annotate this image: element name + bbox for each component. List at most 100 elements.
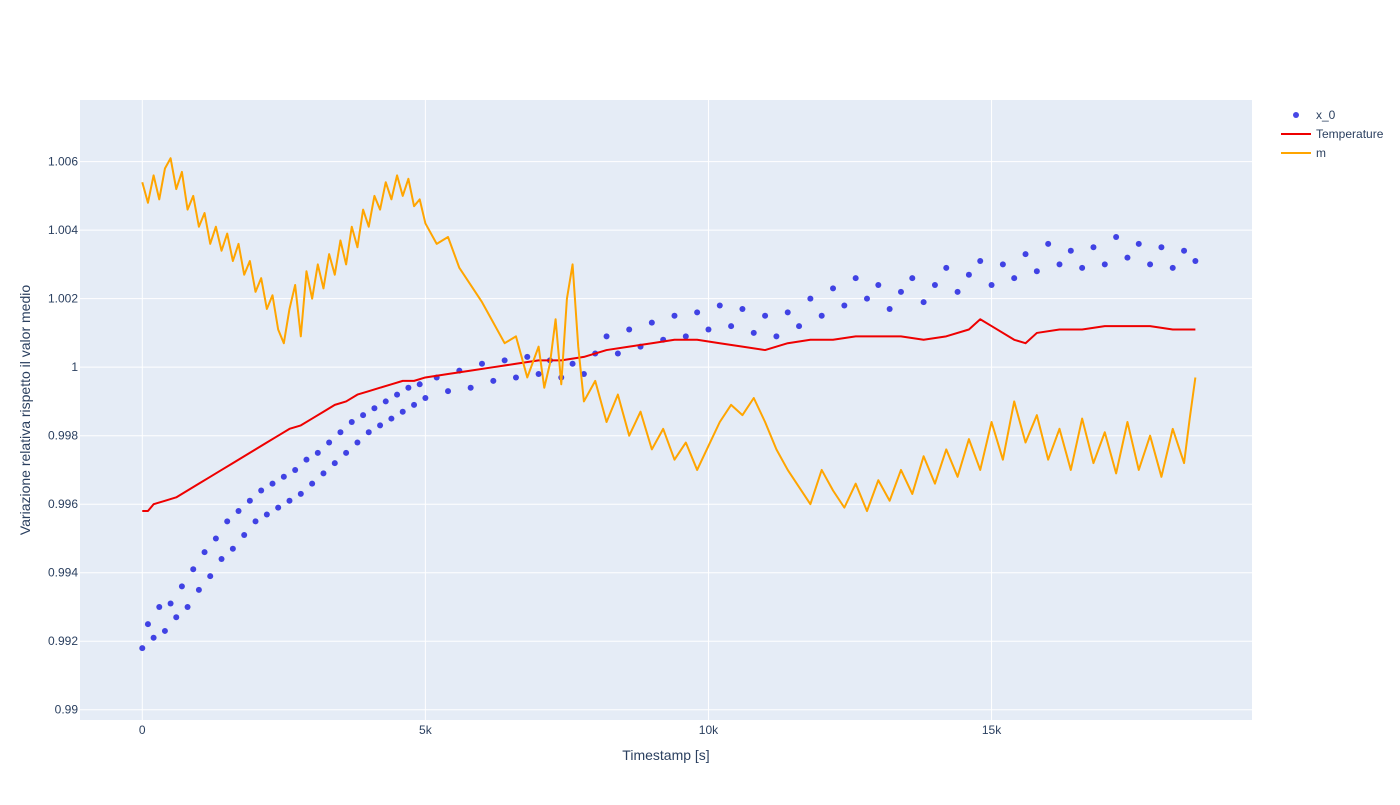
x-axis-title: Timestamp [s] bbox=[622, 747, 709, 763]
scatter-point bbox=[1169, 264, 1176, 271]
scatter-point bbox=[875, 281, 882, 288]
x-tick-label: 15k bbox=[982, 723, 1002, 737]
x-axis-ticks: 0 5k 10k 15k bbox=[139, 723, 1002, 737]
scatter-point bbox=[416, 381, 423, 388]
y-tick-label: 1.004 bbox=[48, 223, 78, 237]
scatter-point bbox=[269, 480, 276, 487]
scatter-point bbox=[671, 312, 678, 319]
scatter-point bbox=[580, 371, 587, 378]
scatter-point bbox=[144, 621, 151, 628]
scatter-point bbox=[224, 518, 231, 525]
y-tick-label: 0.998 bbox=[48, 429, 78, 443]
scatter-point bbox=[762, 312, 769, 319]
scatter-point bbox=[348, 418, 355, 425]
scatter-point bbox=[807, 295, 814, 302]
scatter-point bbox=[360, 412, 367, 419]
x-tick-label: 5k bbox=[419, 723, 433, 737]
scatter-point bbox=[1147, 261, 1154, 268]
scatter-point bbox=[841, 302, 848, 309]
series-temperature bbox=[142, 318, 1196, 513]
scatter-point bbox=[1045, 240, 1052, 247]
scatter-point bbox=[343, 449, 350, 456]
scatter-point bbox=[626, 326, 633, 333]
scatter-point bbox=[212, 535, 219, 542]
scatter-point bbox=[750, 329, 757, 336]
scatter-point bbox=[490, 377, 497, 384]
scatter-point bbox=[524, 353, 531, 360]
scatter-point bbox=[943, 264, 950, 271]
scatter-point bbox=[377, 422, 384, 429]
scatter-point bbox=[275, 504, 282, 511]
plot-background bbox=[80, 100, 1252, 720]
scatter-point bbox=[1011, 275, 1018, 282]
scatter-point bbox=[388, 415, 395, 422]
scatter-point bbox=[716, 302, 723, 309]
y-tick-label: 1.006 bbox=[48, 155, 78, 169]
scatter-point bbox=[614, 350, 621, 357]
scatter-point bbox=[1090, 244, 1097, 251]
series-m bbox=[141, 157, 1197, 513]
scatter-point bbox=[467, 384, 474, 391]
scatter-point bbox=[999, 261, 1006, 268]
scatter-point bbox=[478, 360, 485, 367]
series-line bbox=[141, 157, 1197, 513]
scatter-point bbox=[190, 566, 197, 573]
scatter-point bbox=[178, 583, 185, 590]
y-tick-label: 0.992 bbox=[48, 634, 78, 648]
y-tick-label: 1.002 bbox=[48, 292, 78, 306]
scatter-point bbox=[286, 497, 293, 504]
scatter-point bbox=[394, 391, 401, 398]
scatter-point bbox=[292, 466, 299, 473]
scatter-point bbox=[184, 603, 191, 610]
legend-label: Temperature bbox=[1316, 127, 1384, 141]
legend: x_0 Temperature m bbox=[1281, 108, 1384, 160]
scatter-point bbox=[1113, 234, 1120, 241]
plot-area bbox=[139, 157, 1199, 652]
scatter-point bbox=[422, 395, 429, 402]
scatter-point bbox=[309, 480, 316, 487]
legend-item[interactable]: Temperature bbox=[1281, 127, 1384, 141]
scatter-point bbox=[535, 371, 542, 378]
scatter-point bbox=[371, 405, 378, 412]
scatter-point bbox=[258, 487, 265, 494]
scatter-point bbox=[603, 333, 610, 340]
scatter-point bbox=[954, 288, 961, 295]
scatter-point bbox=[235, 508, 242, 515]
scatter-point bbox=[512, 374, 519, 381]
scatter-point bbox=[931, 281, 938, 288]
scatter-point bbox=[252, 518, 259, 525]
legend-item[interactable]: m bbox=[1281, 146, 1326, 160]
scatter-point bbox=[1158, 244, 1165, 251]
series-line bbox=[142, 318, 1196, 513]
legend-item[interactable]: x_0 bbox=[1293, 108, 1336, 122]
scatter-point bbox=[501, 357, 508, 364]
series-x-0 bbox=[139, 234, 1199, 652]
y-tick-label: 0.994 bbox=[48, 566, 78, 580]
scatter-point bbox=[1079, 264, 1086, 271]
scatter-point bbox=[365, 429, 372, 436]
scatter-point bbox=[1101, 261, 1108, 268]
scatter-point bbox=[1022, 251, 1029, 258]
scatter-point bbox=[920, 299, 927, 306]
scatter-point bbox=[784, 309, 791, 316]
scatter-point bbox=[1181, 247, 1188, 254]
scatter-point bbox=[156, 603, 163, 610]
scatter-point bbox=[411, 401, 418, 408]
scatter-point bbox=[195, 586, 202, 593]
scatter-point bbox=[314, 449, 321, 456]
y-tick-label: 0.996 bbox=[48, 497, 78, 511]
scatter-point bbox=[207, 573, 214, 580]
y-tick-label: 1 bbox=[71, 360, 78, 374]
scatter-point bbox=[965, 271, 972, 278]
y-axis-title: Variazione relativa rispetto il valor me… bbox=[17, 285, 33, 536]
scatter-point bbox=[326, 439, 333, 446]
scatter-point bbox=[241, 532, 248, 539]
x-tick-label: 10k bbox=[699, 723, 719, 737]
scatter-point bbox=[246, 497, 253, 504]
scatter-point bbox=[694, 309, 701, 316]
scatter-point bbox=[139, 645, 146, 652]
scatter-point bbox=[705, 326, 712, 333]
scatter-point bbox=[445, 388, 452, 395]
scatter-point bbox=[303, 456, 310, 463]
